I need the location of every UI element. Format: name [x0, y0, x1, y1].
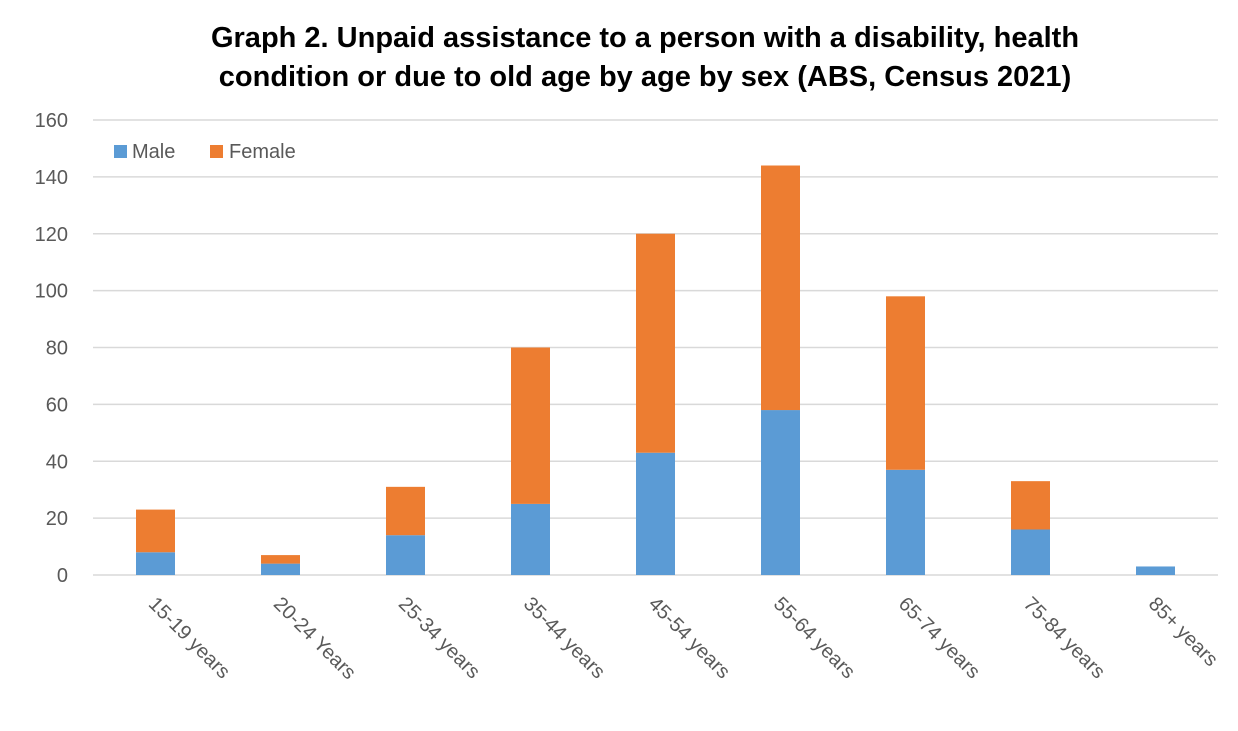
bar-male-4: [511, 503, 550, 575]
x-tick-label: 75-84 years: [1019, 593, 1109, 683]
y-tick-label: 100: [35, 281, 68, 303]
x-tick-label: 25-34 years: [394, 593, 484, 683]
x-tick-label: 15-19 years: [144, 593, 234, 683]
y-axis-ticks: 0 20 40 60 80 100 120 140 160: [35, 110, 68, 587]
bar-male-2: [261, 563, 300, 575]
bar-female-6: [761, 165, 800, 411]
bar-female-4: [511, 347, 550, 504]
bar-female-5: [636, 233, 675, 453]
legend-label-female: Female: [229, 141, 296, 163]
bar-female-7: [886, 296, 925, 470]
legend-label-male: Male: [132, 141, 175, 163]
bar-male-9: [1136, 566, 1175, 575]
legend: Male Female: [114, 141, 296, 163]
y-tick-label: 160: [35, 110, 68, 132]
bar-male-5: [636, 452, 675, 575]
bar-female-2: [261, 555, 300, 564]
y-tick-label: 60: [46, 394, 68, 416]
chart-title: Graph 2. Unpaid assistance to a person w…: [211, 22, 1079, 93]
chart-title-line-1: Graph 2. Unpaid assistance to a person w…: [211, 22, 1079, 54]
y-tick-label: 0: [57, 565, 68, 587]
bar-male-8: [1011, 529, 1050, 575]
bar-male-1: [136, 552, 175, 575]
legend-swatch-male: [114, 145, 127, 158]
x-tick-label: 20-24 Years: [269, 593, 360, 684]
y-tick-label: 40: [46, 451, 68, 473]
x-axis-ticks: 15-19 years 20-24 Years 25-34 years 35-44 y…: [144, 593, 1222, 684]
x-tick-label: 45-54 years: [644, 593, 734, 683]
bar-female-1: [136, 509, 175, 553]
x-tick-label: 55-64 years: [769, 593, 859, 683]
bar-female-3: [386, 486, 425, 536]
bar-male-7: [886, 469, 925, 575]
chart-title-line-2: condition or due to old age by age by se…: [219, 61, 1071, 93]
bar-female-8: [1011, 481, 1050, 530]
y-tick-label: 140: [35, 167, 68, 189]
bar-male-3: [386, 535, 425, 575]
x-tick-label: 65-74 years: [894, 593, 984, 683]
y-tick-label: 120: [35, 224, 68, 246]
y-tick-label: 20: [46, 508, 68, 530]
y-tick-label: 80: [46, 338, 68, 360]
x-tick-label: 85+ years: [1144, 593, 1222, 671]
legend-swatch-female: [210, 145, 223, 158]
bar-male-6: [761, 410, 800, 575]
bars: [136, 165, 1175, 575]
x-tick-label: 35-44 years: [519, 593, 609, 683]
